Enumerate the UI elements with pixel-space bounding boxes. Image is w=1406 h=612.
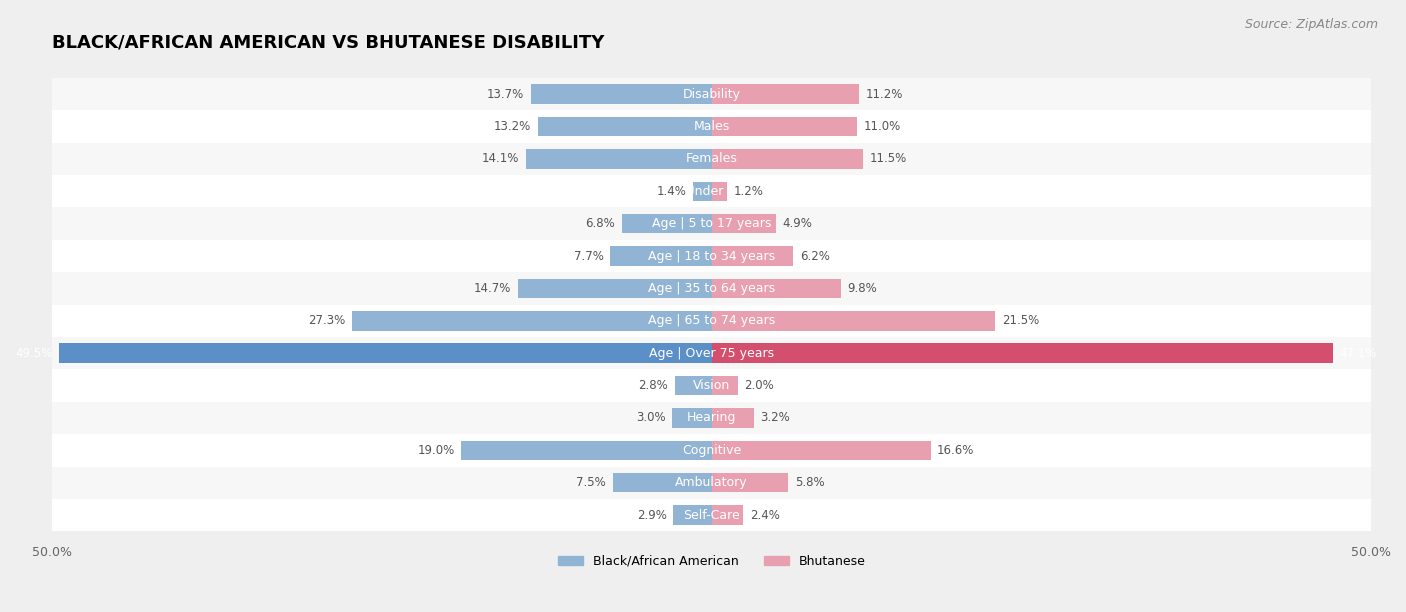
Text: 2.8%: 2.8% — [638, 379, 668, 392]
Bar — [673, 506, 711, 525]
Text: 2.9%: 2.9% — [637, 509, 666, 521]
Text: 7.7%: 7.7% — [574, 250, 603, 263]
Text: 7.5%: 7.5% — [576, 476, 606, 489]
Text: 6.8%: 6.8% — [586, 217, 616, 230]
Text: 1.2%: 1.2% — [734, 185, 763, 198]
Bar — [621, 214, 711, 233]
Bar — [711, 214, 776, 233]
Bar — [52, 272, 1371, 305]
Text: 3.2%: 3.2% — [761, 411, 790, 425]
Text: 16.6%: 16.6% — [938, 444, 974, 457]
Text: Age | 5 to 17 years: Age | 5 to 17 years — [652, 217, 772, 230]
Bar — [711, 473, 789, 493]
Text: 4.9%: 4.9% — [783, 217, 813, 230]
Bar — [461, 441, 711, 460]
Text: 13.7%: 13.7% — [486, 88, 524, 100]
Text: Males: Males — [693, 120, 730, 133]
Bar — [711, 408, 754, 428]
Text: 14.7%: 14.7% — [474, 282, 512, 295]
Text: 19.0%: 19.0% — [418, 444, 454, 457]
Text: Self-Care: Self-Care — [683, 509, 740, 521]
Bar — [52, 175, 1371, 207]
Text: 11.0%: 11.0% — [863, 120, 900, 133]
Text: Age | 18 to 34 years: Age | 18 to 34 years — [648, 250, 775, 263]
Text: 11.2%: 11.2% — [866, 88, 903, 100]
Bar — [711, 84, 859, 104]
Text: Females: Females — [686, 152, 738, 165]
Text: Age | 65 to 74 years: Age | 65 to 74 years — [648, 315, 775, 327]
Bar — [711, 149, 863, 168]
Bar — [711, 311, 995, 330]
Bar — [711, 117, 856, 136]
Legend: Black/African American, Bhutanese: Black/African American, Bhutanese — [553, 550, 870, 573]
Text: 1.4%: 1.4% — [657, 185, 686, 198]
Bar — [52, 370, 1371, 402]
Text: 3.0%: 3.0% — [636, 411, 665, 425]
Text: 27.3%: 27.3% — [308, 315, 344, 327]
Text: Disability: Disability — [683, 88, 741, 100]
Bar — [52, 110, 1371, 143]
Bar — [52, 143, 1371, 175]
Text: 2.4%: 2.4% — [749, 509, 780, 521]
Text: 14.1%: 14.1% — [482, 152, 519, 165]
Bar — [52, 207, 1371, 240]
Bar — [517, 278, 711, 298]
Text: 49.5%: 49.5% — [15, 347, 52, 360]
Bar — [613, 473, 711, 493]
Text: 6.2%: 6.2% — [800, 250, 830, 263]
Bar — [537, 117, 711, 136]
Text: Cognitive: Cognitive — [682, 444, 741, 457]
Bar — [52, 499, 1371, 531]
Bar — [52, 78, 1371, 110]
Bar — [711, 343, 1333, 363]
Text: Age | Over 75 years: Age | Over 75 years — [650, 347, 775, 360]
Bar — [693, 182, 711, 201]
Bar — [52, 240, 1371, 272]
Bar — [711, 376, 738, 395]
Bar — [711, 441, 931, 460]
Bar — [675, 376, 711, 395]
Bar — [711, 506, 744, 525]
Bar — [711, 247, 793, 266]
Text: 5.8%: 5.8% — [794, 476, 824, 489]
Bar — [59, 343, 711, 363]
Text: Hearing: Hearing — [688, 411, 737, 425]
Bar — [52, 337, 1371, 370]
Bar — [52, 305, 1371, 337]
Bar — [711, 278, 841, 298]
Text: 21.5%: 21.5% — [1001, 315, 1039, 327]
Text: Vision: Vision — [693, 379, 730, 392]
Text: 9.8%: 9.8% — [848, 282, 877, 295]
Bar — [672, 408, 711, 428]
Bar — [610, 247, 711, 266]
Text: Source: ZipAtlas.com: Source: ZipAtlas.com — [1244, 18, 1378, 31]
Bar — [52, 434, 1371, 466]
Text: BLACK/AFRICAN AMERICAN VS BHUTANESE DISABILITY: BLACK/AFRICAN AMERICAN VS BHUTANESE DISA… — [52, 34, 605, 51]
Bar — [52, 402, 1371, 434]
Bar — [711, 182, 727, 201]
Bar — [352, 311, 711, 330]
Bar — [52, 466, 1371, 499]
Text: Ambulatory: Ambulatory — [675, 476, 748, 489]
Text: 13.2%: 13.2% — [494, 120, 531, 133]
Text: 2.0%: 2.0% — [745, 379, 775, 392]
Text: 47.1%: 47.1% — [1340, 347, 1376, 360]
Bar — [531, 84, 711, 104]
Text: Age | Under 5 years: Age | Under 5 years — [650, 185, 775, 198]
Text: 11.5%: 11.5% — [870, 152, 907, 165]
Text: Age | 35 to 64 years: Age | 35 to 64 years — [648, 282, 775, 295]
Bar — [526, 149, 711, 168]
